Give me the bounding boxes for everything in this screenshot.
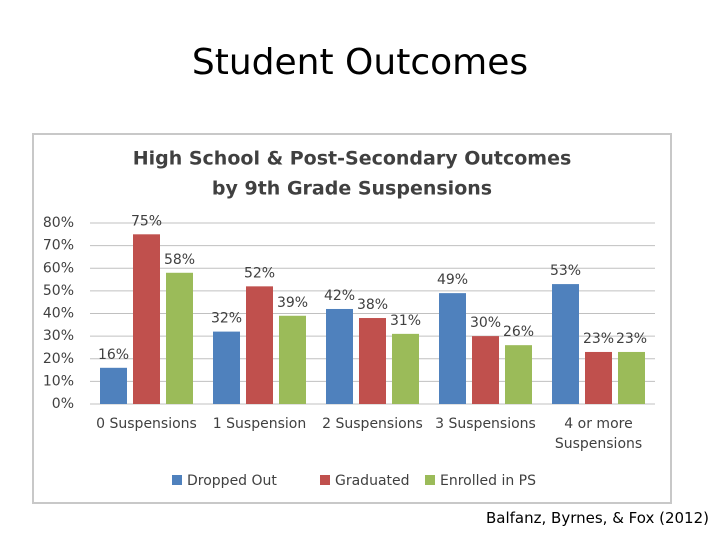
- bar: [439, 293, 466, 404]
- value-label: 42%: [324, 288, 355, 304]
- chart-subtitle: by 9th Grade Suspensions: [212, 178, 492, 200]
- y-tick-label: 70%: [43, 238, 74, 254]
- bar: [279, 315, 306, 404]
- x-tick-label-box: 4 or more Suspensions: [554, 416, 643, 452]
- x-tick-label: 0 Suspensions: [96, 416, 197, 432]
- x-tick-label: 3 Suspensions: [435, 416, 536, 432]
- bar: [505, 345, 532, 404]
- y-tick-label: 0%: [52, 396, 74, 412]
- bar: [585, 351, 612, 404]
- legend-label: Enrolled in PS: [440, 473, 536, 489]
- value-label: 52%: [244, 265, 275, 281]
- slide-title: Student Outcomes: [191, 42, 529, 83]
- value-label: 75%: [131, 213, 162, 229]
- value-label: 31%: [390, 313, 421, 329]
- bar: [133, 234, 160, 404]
- bar: [213, 331, 240, 404]
- legend-swatch: [320, 475, 330, 485]
- value-label: 58%: [164, 252, 195, 268]
- value-label: 32%: [211, 311, 242, 327]
- x-tick-label-box: 3 Suspensions: [435, 416, 536, 432]
- x-tick-label: 4 or more Suspensions: [554, 416, 643, 452]
- value-label: 23%: [616, 331, 647, 347]
- bar: [552, 284, 579, 404]
- value-label: 30%: [470, 315, 501, 331]
- value-label: 49%: [437, 272, 468, 288]
- bar: [472, 336, 499, 404]
- bar: [326, 308, 353, 404]
- x-tick-label-box: 2 Suspensions: [322, 416, 423, 432]
- citation: Balfanz, Byrnes, & Fox (2012): [486, 509, 709, 527]
- x-tick-label-box: 1 Suspension: [212, 416, 307, 432]
- bar: [392, 333, 419, 404]
- legend-swatch: [172, 475, 182, 485]
- legend-label: Graduated: [335, 473, 410, 489]
- y-tick-label: 80%: [43, 215, 74, 231]
- x-tick-label: 2 Suspensions: [322, 416, 423, 432]
- value-label: 39%: [277, 295, 308, 311]
- y-tick-label: 60%: [43, 260, 74, 276]
- legend-swatch: [425, 475, 435, 485]
- value-label: 53%: [550, 263, 581, 279]
- value-label: 16%: [98, 347, 129, 363]
- y-tick-label: 40%: [43, 306, 74, 322]
- chart-title: High School & Post-Secondary Outcomes: [133, 148, 572, 170]
- x-tick-label-box: 0 Suspensions: [96, 416, 197, 432]
- legend-label: Dropped Out: [187, 473, 277, 489]
- y-tick-label: 50%: [43, 283, 74, 299]
- bar: [166, 272, 193, 404]
- value-label: 23%: [583, 331, 614, 347]
- y-tick-label: 30%: [43, 328, 74, 344]
- bar: [618, 351, 645, 404]
- y-tick-label: 10%: [43, 373, 74, 389]
- x-tick-label: 1 Suspension: [212, 416, 307, 432]
- value-label: 26%: [503, 324, 534, 340]
- value-label: 38%: [357, 297, 388, 313]
- y-tick-label: 20%: [43, 351, 74, 367]
- bar: [246, 286, 273, 404]
- bar: [100, 367, 127, 404]
- bar: [359, 318, 386, 404]
